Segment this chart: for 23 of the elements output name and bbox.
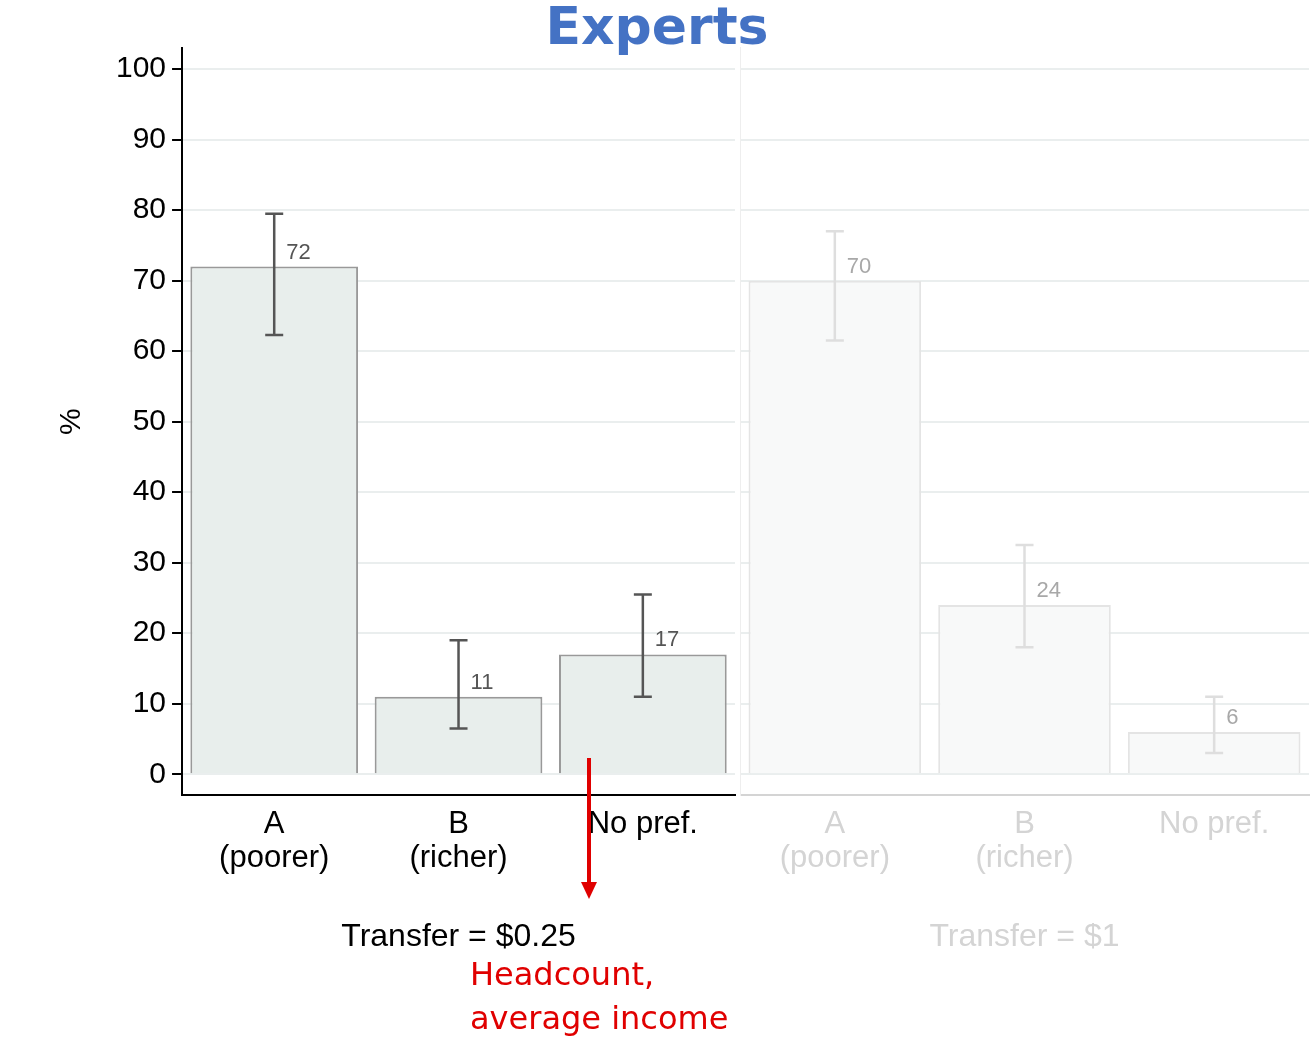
y-tick-label: 50 (132, 402, 167, 436)
y-tick-label: 90 (132, 120, 167, 154)
data-label: 24 (1036, 577, 1061, 603)
y-tick-label: 20 (132, 614, 167, 648)
data-label: 17 (654, 626, 680, 652)
x-axis-title: Transfer = $0.25 (341, 916, 576, 953)
y-tick-label: 60 (132, 332, 167, 366)
y-tick-label: 0 (149, 755, 167, 789)
y-tick-label: 30 (132, 543, 167, 577)
x-tick-label: A (poorer) (219, 805, 330, 875)
y-tick-label: 40 (132, 473, 167, 507)
chart-title: Experts (545, 0, 769, 56)
text: Headcount, average income (470, 954, 730, 1039)
y-tick-label: 100 (115, 50, 167, 84)
data-label: 11 (470, 668, 494, 694)
y-tick-label: 70 (132, 261, 167, 295)
data-label: 72 (286, 238, 311, 264)
y-tick-label: 10 (132, 685, 167, 718)
data-label: 6 (1226, 704, 1239, 729)
x-tick-label: B (richer) (409, 805, 508, 875)
y-axis-title: % (53, 408, 87, 436)
y-tick-label: 80 (132, 191, 167, 225)
data-label: 70 (846, 252, 872, 278)
